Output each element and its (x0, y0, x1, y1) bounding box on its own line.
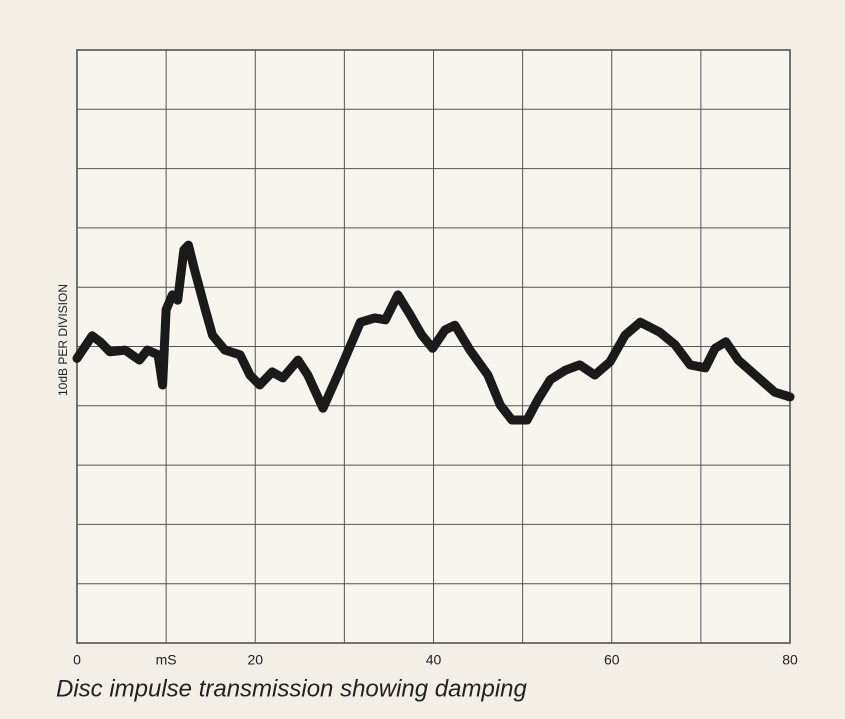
x-tick-label: mS (156, 652, 177, 668)
x-tick-label: 80 (782, 652, 798, 668)
x-tick-label: 40 (426, 652, 442, 668)
x-tick-label: 20 (247, 652, 263, 668)
x-tick-label: 0 (73, 652, 81, 668)
y-axis-label: 10dB PER DIVISION (56, 284, 70, 396)
line (72, 240, 795, 425)
chart-title: Disc impulse transmission showing dampin… (56, 675, 528, 702)
x-tick-label: 60 (604, 652, 620, 668)
